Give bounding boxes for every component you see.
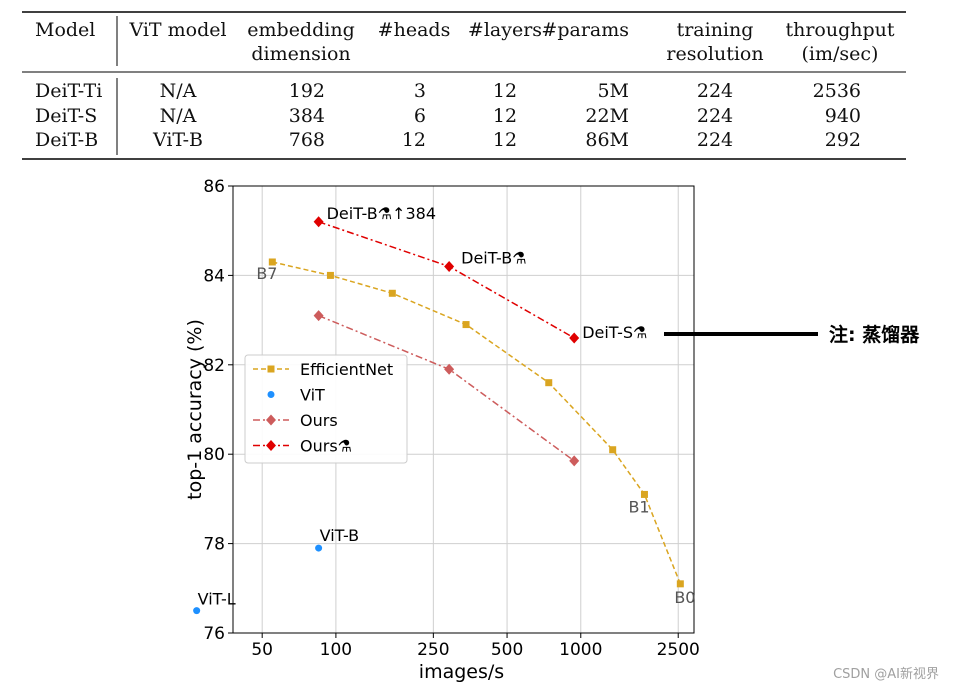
point-annotation: DeiT-B⚗↑384 bbox=[327, 204, 436, 223]
table-cell-vit: ViT-B bbox=[152, 129, 203, 151]
table-header-model: Model bbox=[35, 19, 95, 41]
plot-frame bbox=[232, 185, 695, 634]
legend-marker bbox=[267, 365, 275, 373]
table-header-vit: ViT model bbox=[128, 19, 226, 41]
table-header-embed: dimension bbox=[251, 43, 350, 65]
table-cell-model: DeiT-S bbox=[35, 105, 97, 127]
table-cell-res: 224 bbox=[697, 105, 733, 127]
legend-label: EfficientNet bbox=[300, 360, 393, 379]
table-header-res: training bbox=[677, 19, 754, 41]
x-tick-label: 1000 bbox=[559, 640, 602, 660]
data-point-ours bbox=[313, 310, 324, 322]
y-axis-label: top-1 accuracy (%) bbox=[184, 319, 206, 500]
data-point-efficientnet bbox=[640, 490, 648, 498]
table-cell-params: 22M bbox=[585, 105, 629, 127]
table-cell-thr: 940 bbox=[825, 105, 861, 127]
legend-box bbox=[244, 354, 408, 464]
x-tick-label: 2500 bbox=[657, 640, 700, 660]
data-point-ours bbox=[569, 332, 580, 344]
table-cell-thr: 2536 bbox=[813, 80, 861, 102]
series-line-ours bbox=[318, 221, 575, 339]
table-cell-res: 224 bbox=[697, 129, 733, 151]
data-point-efficientnet bbox=[676, 580, 684, 588]
table-cell-heads: 12 bbox=[402, 129, 426, 151]
legend-marker bbox=[266, 440, 276, 451]
table-cell-layers: 12 bbox=[493, 80, 517, 102]
y-tick-label: 80 bbox=[203, 445, 225, 465]
data-point-vit bbox=[193, 607, 201, 615]
x-tick-label: 50 bbox=[251, 640, 273, 660]
legend-label: Ours⚗ bbox=[300, 437, 352, 456]
legend-marker bbox=[267, 391, 275, 398]
data-point-efficientnet bbox=[462, 321, 470, 329]
table-cell-layers: 12 bbox=[493, 105, 517, 127]
table-cell-embed: 192 bbox=[289, 80, 325, 102]
table-header-embed: embedding bbox=[247, 19, 354, 41]
x-tick-label: 250 bbox=[417, 640, 449, 660]
y-tick-label: 84 bbox=[203, 266, 225, 286]
data-point-ours bbox=[444, 260, 455, 272]
table-cell-params: 86M bbox=[585, 129, 629, 151]
data-point-ours bbox=[313, 216, 324, 228]
point-annotation: DeiT-B⚗ bbox=[461, 248, 526, 267]
table-cell-embed: 768 bbox=[289, 129, 325, 151]
table-cell-thr: 292 bbox=[825, 129, 861, 151]
table-header-thr: (im/sec) bbox=[802, 43, 879, 65]
x-tick-label: 500 bbox=[491, 640, 523, 660]
table-cell-layers: 12 bbox=[493, 129, 517, 151]
x-axis-label: images/s bbox=[419, 661, 504, 683]
table-cell-heads: 6 bbox=[414, 105, 426, 127]
data-point-vit bbox=[315, 544, 323, 552]
point-annotation: B7 bbox=[256, 264, 277, 283]
data-point-efficientnet bbox=[388, 289, 396, 297]
table-header-heads: #heads bbox=[378, 19, 451, 41]
point-annotation: B1 bbox=[628, 497, 649, 516]
point-annotation: DeiT-S⚗ bbox=[582, 323, 647, 342]
table-cell-vit: N/A bbox=[160, 105, 197, 127]
point-annotation: ViT-L bbox=[198, 590, 236, 609]
data-point-efficientnet bbox=[268, 258, 276, 266]
table-header-layers: #layers bbox=[468, 19, 542, 41]
table-cell-model: DeiT-Ti bbox=[35, 80, 102, 102]
data-point-efficientnet bbox=[326, 271, 334, 279]
table-cell-heads: 3 bbox=[414, 80, 426, 102]
x-tick-label: 100 bbox=[320, 640, 352, 660]
table-header-params: #params bbox=[541, 19, 629, 41]
table-cell-vit: N/A bbox=[160, 80, 197, 102]
legend-label: Ours bbox=[300, 411, 338, 430]
watermark: CSDN @AI新视界 bbox=[833, 667, 939, 682]
data-point-efficientnet bbox=[609, 446, 617, 454]
data-point-ours bbox=[444, 363, 455, 375]
data-point-efficientnet bbox=[545, 379, 553, 387]
point-annotation: ViT-B bbox=[320, 526, 360, 545]
accuracy-throughput-chart: 50 100 250 500 1000 2500 76 78 80 82 84 86 images/s t… bbox=[184, 177, 920, 683]
y-tick-label: 86 bbox=[203, 177, 225, 197]
table-header-res: resolution bbox=[666, 43, 763, 65]
point-annotation: B0 bbox=[674, 588, 695, 607]
series-line-efficientnet bbox=[272, 261, 682, 585]
table-cell-model: DeiT-B bbox=[35, 129, 98, 151]
y-tick-label: 78 bbox=[203, 535, 225, 555]
table-cell-params: 5M bbox=[597, 80, 629, 102]
y-tick-label: 76 bbox=[203, 624, 225, 644]
table-cell-res: 224 bbox=[697, 80, 733, 102]
side-note: 注: 蒸馏器 bbox=[829, 323, 920, 346]
y-tick-label: 82 bbox=[203, 356, 225, 376]
table-header-thr: throughput bbox=[785, 19, 894, 41]
table-cell-embed: 384 bbox=[289, 105, 325, 127]
legend-marker bbox=[266, 414, 276, 426]
data-point-ours bbox=[569, 455, 580, 467]
legend-label: ViT bbox=[300, 386, 325, 405]
